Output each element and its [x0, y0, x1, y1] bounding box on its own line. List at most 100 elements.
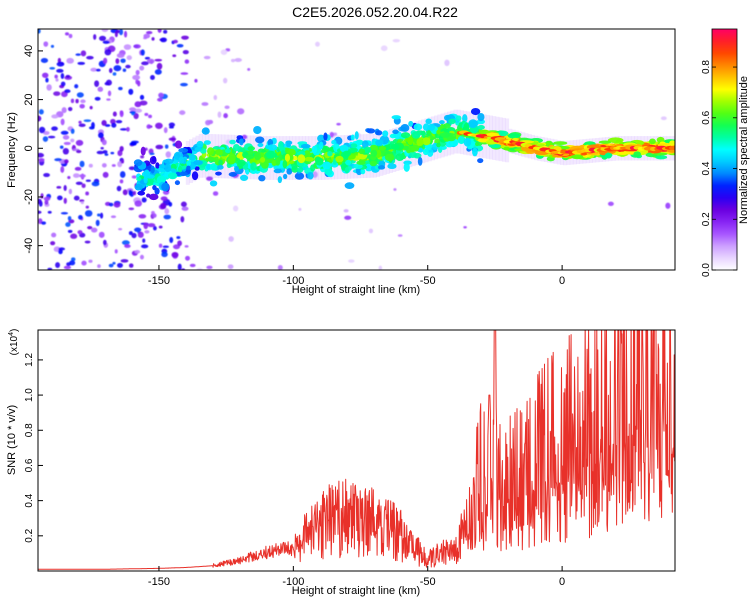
spectrogram-ridge-blob — [598, 140, 612, 144]
spectrogram-ridge-blob — [370, 149, 378, 157]
spectrogram-noise-dot — [42, 130, 50, 135]
spectrogram-ridge-blob — [201, 127, 210, 135]
y-tick-label: 0 — [23, 145, 35, 151]
spectrogram-noise-dot — [79, 174, 86, 178]
spectrogram-ridge-blob — [382, 130, 389, 137]
spectrogram-noise-dot — [180, 72, 189, 75]
snr-xlabel: Height of straight line (km) — [292, 585, 420, 597]
spectrogram-noise-dot — [119, 110, 124, 115]
colorbar-label: Normalized spectral amplitude — [738, 76, 750, 224]
spectrogram-noise-dot — [57, 195, 63, 201]
spectrogram-ridge-blob — [340, 144, 349, 153]
spectrogram-noise-dot — [45, 77, 49, 83]
spectrogram-ridge-blob — [345, 159, 352, 166]
spectrogram-noise-dot — [38, 109, 44, 115]
spectrogram-ridge-blob — [229, 139, 236, 145]
spectrogram-ridge-blob — [154, 187, 160, 195]
spectrogram-noise-dot — [115, 58, 120, 65]
spectrogram-ridge-blob — [217, 164, 224, 170]
spectrogram-noise-dot — [194, 78, 198, 83]
colorbar-tick-label: 0.2 — [701, 212, 712, 226]
spectrogram-ridge-blob — [324, 167, 333, 176]
spectrogram-noise-dot — [78, 120, 82, 124]
spectrogram-ridge-blob — [440, 131, 451, 138]
spectrogram-noise-dot — [74, 84, 79, 89]
spectrogram-noise-dot — [114, 249, 118, 254]
spectrogram-ridge-blob — [463, 122, 470, 131]
spectrogram-noise-dot — [132, 191, 137, 196]
spectrogram-noise-dot — [55, 262, 61, 269]
spectrogram-noise-dot — [113, 202, 121, 208]
spectrogram-ridge-blob — [286, 142, 291, 148]
spectrogram-noise-dot — [163, 29, 168, 34]
spectrogram-ridge-blob — [378, 146, 387, 151]
spectrogram-noise-dot — [124, 244, 131, 248]
y-tick-label: 0.2 — [24, 528, 35, 542]
spectrogram-noise-dot — [247, 67, 251, 71]
spectrogram-noise-dot — [277, 264, 283, 270]
spectrogram-ridge-blob — [403, 162, 410, 172]
spectrogram-noise-dot — [212, 191, 219, 196]
x-tick-label: -100 — [282, 275, 304, 287]
y-tick-label: 1.0 — [24, 388, 35, 402]
spectrogram-noise-dot — [54, 74, 58, 79]
spectrogram-ridge-blob — [178, 148, 189, 153]
spectrogram-ridge-blob — [360, 168, 366, 175]
spectrogram-noise-dot — [125, 64, 131, 69]
spectrogram-ridge-blob — [206, 163, 211, 170]
spectrogram-ridge-blob — [330, 162, 339, 168]
spectrogram-noise-dot — [163, 127, 168, 134]
colorbar-tick-label: 0.4 — [701, 161, 712, 175]
spectrogram-ridge-blob — [151, 156, 157, 163]
spectrogram-ridge-blob — [384, 153, 395, 162]
spectrogram-noise-dot — [152, 213, 157, 218]
spectrogram-noise-dot — [182, 49, 189, 55]
spectrogram-noise-dot — [51, 114, 59, 119]
spectrogram-ridge-blob — [224, 148, 231, 154]
spectrogram-ridge-blob — [571, 154, 584, 160]
spectrogram-ridge-blob — [255, 136, 265, 144]
spectrogram-noise-dot — [111, 122, 117, 128]
spectrogram-ridge-blob — [503, 146, 510, 151]
spectrogram-noise-dot — [70, 128, 75, 134]
spectrogram-ridge-blob — [267, 144, 278, 151]
spectrogram-noise-dot — [180, 201, 187, 207]
spectrogram-ridge-blob — [286, 168, 293, 175]
spectrogram-noise-dot — [168, 201, 173, 207]
spectrogram-ridge-blob — [209, 163, 218, 171]
spectrogram-ridge-blob — [194, 147, 202, 153]
spectrogram-ridge-blob — [416, 138, 424, 146]
spectrogram-noise-dot — [88, 163, 93, 168]
spectrogram-noise-dot — [112, 111, 117, 117]
spectrogram-ridge-blob — [265, 150, 276, 159]
spectrogram-noise-dot — [120, 58, 126, 64]
spectrogram-ridge-blob — [342, 150, 352, 157]
spectrogram-noise-dot — [70, 138, 75, 143]
spectrogram-ridge-blob — [178, 156, 185, 164]
spectrogram-noise-dot — [140, 49, 145, 56]
spectrogram-noise-dot — [133, 44, 141, 49]
spectrogram-noise-dot — [126, 126, 130, 132]
spectrogram-ridge-blob — [319, 141, 324, 150]
spectrogram-noise-dot — [177, 263, 182, 270]
spectrogram-ridge-blob — [300, 143, 311, 149]
spectrogram-noise-dot — [162, 245, 169, 248]
spectrogram-noise-dot — [73, 173, 80, 178]
spectrogram-ridge-blob — [228, 172, 238, 177]
spectrogram-noise-dot — [144, 56, 151, 60]
spectrogram-noise-dot — [41, 221, 47, 225]
spectrogram-noise-dot — [74, 166, 82, 171]
spectrogram-ridge-blob — [553, 141, 568, 146]
spectrogram-ridge-blob — [377, 165, 386, 170]
spectrogram-noise-dot — [87, 226, 93, 230]
spectrogram-ridge-blob — [215, 171, 222, 176]
spectrogram-noise-dot — [137, 80, 141, 87]
spectrogram-noise-dot — [129, 107, 137, 112]
spectrogram-ridge-blob — [218, 159, 223, 166]
spectrogram-noise-dot — [77, 230, 83, 235]
spectrogram-noise-dot — [38, 29, 41, 34]
spectrogram-ridge-blob — [363, 146, 372, 154]
spectrogram-ridge-blob — [335, 155, 344, 163]
spectrogram-noise-dot — [115, 120, 123, 124]
spectrogram-noise-dot — [99, 35, 107, 42]
